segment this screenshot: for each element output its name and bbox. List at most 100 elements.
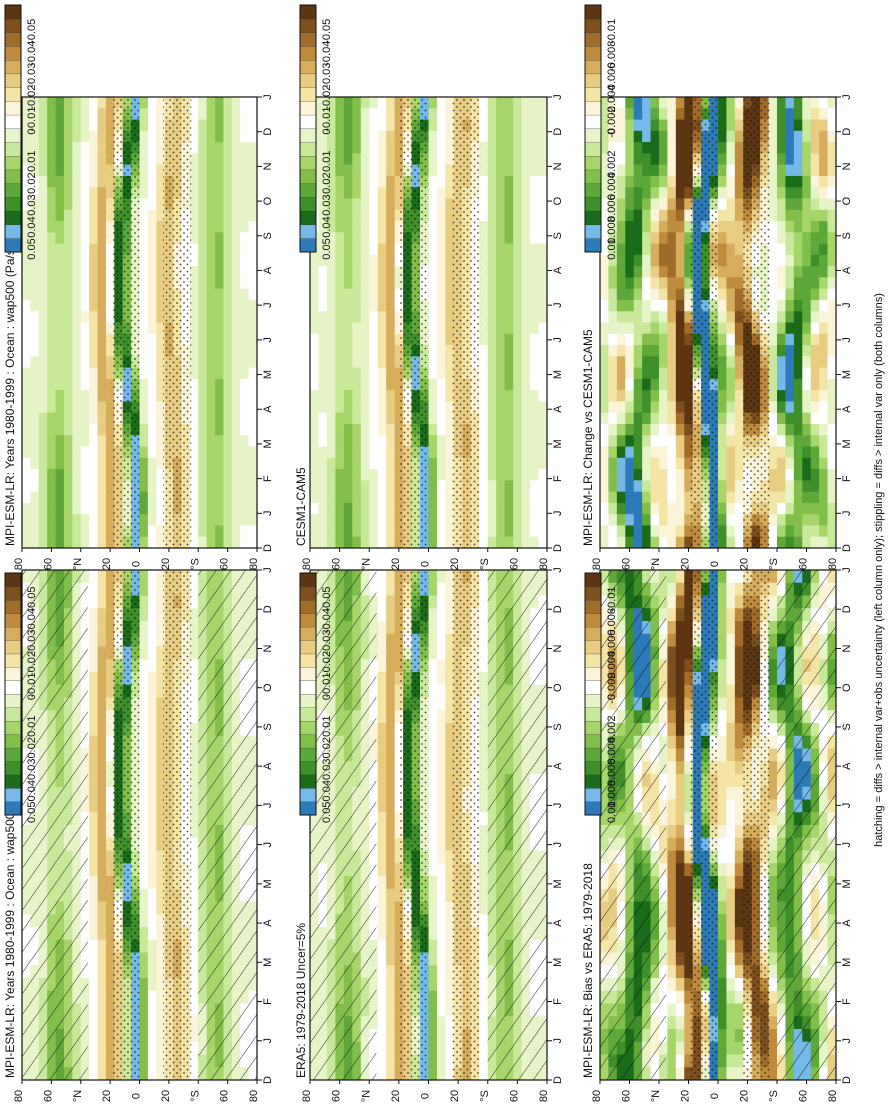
- heat-cell: [530, 277, 539, 290]
- heat-cell: [530, 423, 539, 436]
- heat-cell: [377, 130, 387, 143]
- x-tick-label: D: [262, 605, 274, 613]
- heat-cell: [30, 108, 40, 120]
- heat-cell: [240, 97, 249, 109]
- heat-cell: [436, 1016, 446, 1030]
- heat-cell: [189, 735, 199, 749]
- heat-cell: [479, 243, 489, 256]
- heat-cell: [89, 356, 98, 368]
- x-tick-label: J: [552, 94, 564, 100]
- heat-cell: [479, 888, 489, 902]
- heat-cell: [487, 187, 497, 199]
- heat-cell: [386, 863, 396, 877]
- heat-cell: [436, 536, 446, 549]
- heat-cell: [394, 345, 404, 357]
- heat-cell: [513, 469, 522, 481]
- heat-cell: [538, 435, 548, 447]
- heat-cell: [436, 672, 446, 686]
- heat-cell: [240, 277, 249, 290]
- heat-cell: [147, 333, 157, 346]
- heat-cell: [428, 812, 438, 826]
- heat-cell: [215, 322, 224, 335]
- heat-cell: [479, 812, 489, 826]
- heat-cell: [97, 491, 107, 504]
- heat-cell: [513, 446, 522, 459]
- heat-cell: [30, 266, 40, 278]
- heat-cell: [445, 322, 455, 335]
- heat-cell: [428, 621, 438, 635]
- heat-cell: [521, 164, 531, 177]
- heat-cell: [105, 978, 115, 992]
- heat-cell: [63, 288, 73, 301]
- heat-cell: [445, 390, 455, 402]
- heat-cell: [147, 939, 157, 953]
- heat-cell: [436, 322, 446, 335]
- heat-cell: [72, 209, 82, 222]
- heat-cell: [369, 277, 379, 290]
- heat-cell: [30, 142, 40, 154]
- heat-cell: [38, 435, 48, 447]
- heat-cell: [445, 254, 455, 267]
- heat-cell: [215, 97, 224, 109]
- heat-cell: [80, 345, 90, 357]
- heat-cell: [326, 254, 336, 267]
- heat-cell: [105, 761, 115, 775]
- heat-cell: [530, 457, 539, 470]
- heat-cell: [318, 390, 328, 402]
- heat-cell: [30, 187, 40, 199]
- heat-cell: [521, 142, 531, 154]
- heat-cell: [139, 333, 149, 346]
- heat-cell: [326, 108, 336, 120]
- heat-cell: [428, 888, 438, 902]
- heat-cell: [89, 311, 98, 323]
- heat-cell: [318, 435, 328, 447]
- heat-cell: [223, 299, 233, 312]
- heat-cell: [343, 502, 353, 515]
- heat-cell: [479, 514, 489, 526]
- heat-cell: [97, 761, 107, 775]
- heat-cell: [248, 187, 258, 199]
- heat-cell: [105, 786, 115, 800]
- stippling: [400, 97, 429, 548]
- heat-cell: [479, 672, 489, 686]
- heat-cell: [105, 311, 115, 323]
- heat-cell: [189, 457, 199, 470]
- heat-cell: [513, 412, 522, 425]
- heat-cell: [445, 333, 455, 346]
- heat-cell: [530, 311, 539, 323]
- heat-cell: [521, 491, 531, 504]
- heat-cell: [105, 401, 115, 414]
- heat-cell: [436, 659, 446, 673]
- heat-cell: [189, 153, 199, 166]
- heat-cell: [352, 435, 362, 447]
- heat-cell: [335, 480, 345, 493]
- heat-cell: [377, 232, 387, 244]
- heat-cell: [156, 198, 166, 211]
- heat-cell: [206, 130, 216, 143]
- heat-cell: [139, 209, 149, 222]
- heat-cell: [223, 119, 233, 132]
- heat-cell: [504, 401, 514, 414]
- heat-cell: [479, 990, 489, 1004]
- heat-cell: [198, 356, 208, 368]
- heat-cell: [479, 761, 489, 775]
- heat-cell: [63, 187, 73, 199]
- heat-cell: [147, 502, 157, 515]
- heat-cell: [318, 97, 328, 109]
- heat-cell: [479, 423, 489, 436]
- heat-cell: [504, 108, 514, 120]
- heat-cell: [487, 299, 497, 312]
- heat-cell: [206, 187, 216, 199]
- heat-cell: [369, 412, 379, 425]
- heat-cell: [240, 221, 249, 233]
- heat-cell: [240, 142, 249, 154]
- heat-cell: [369, 469, 379, 481]
- heat-cell: [326, 525, 336, 538]
- heat-cell: [513, 480, 522, 493]
- x-tick-label: S: [552, 232, 564, 239]
- heat-cell: [445, 108, 455, 120]
- heat-cell: [89, 1054, 98, 1068]
- heat-cell: [487, 311, 497, 323]
- heat-cell: [89, 927, 98, 941]
- heat-cell: [436, 198, 446, 211]
